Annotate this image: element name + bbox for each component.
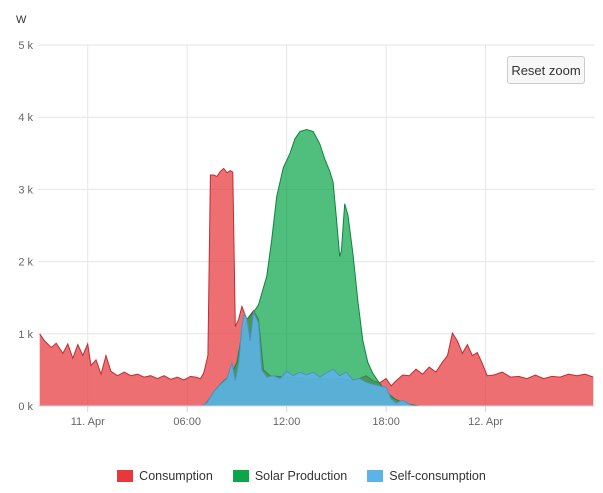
y-tick-label: 2 k (18, 257, 33, 269)
x-tick-label: 18:00 (372, 416, 400, 428)
legend-label: Solar Production (254, 469, 348, 483)
legend-item-self-consumption[interactable]: Self-consumption (367, 469, 486, 483)
legend-item-solar-production[interactable]: Solar Production (232, 469, 348, 483)
y-tick-label: 0 k (18, 401, 33, 413)
series-self-consumption[interactable] (201, 310, 413, 406)
reset-zoom-button[interactable]: Reset zoom (507, 56, 585, 84)
legend-label: Self-consumption (389, 469, 486, 483)
x-tick-label: 12. Apr (468, 416, 503, 428)
axes: 0 k 1 k 2 k 3 k 4 k 5 k 11. Apr 06:00 12:00 18:00… (18, 40, 595, 428)
legend: Consumption Solar Production Self-consumpt… (0, 466, 603, 486)
y-tick-label: 1 k (18, 329, 33, 341)
x-tick-label: 12:00 (273, 416, 301, 428)
y-axis-unit-label: W (16, 14, 27, 26)
series-solar-production[interactable] (203, 128, 420, 407)
y-tick-label: 3 k (18, 184, 33, 196)
legend-swatch (117, 470, 134, 482)
legend-swatch (232, 470, 249, 482)
series-layer[interactable] (39, 128, 594, 407)
y-tick-label: 4 k (18, 112, 33, 124)
legend-swatch (367, 470, 384, 482)
series-line[interactable] (201, 310, 413, 406)
legend-item-consumption[interactable]: Consumption (117, 469, 213, 483)
y-tick-label: 5 k (18, 40, 33, 52)
x-tick-label: 11. Apr (71, 416, 105, 428)
gridlines (38, 44, 595, 406)
legend-label: Consumption (139, 469, 213, 483)
series-area[interactable] (39, 168, 594, 407)
series-area[interactable] (202, 312, 413, 406)
x-tick-label: 06:00 (173, 416, 201, 428)
